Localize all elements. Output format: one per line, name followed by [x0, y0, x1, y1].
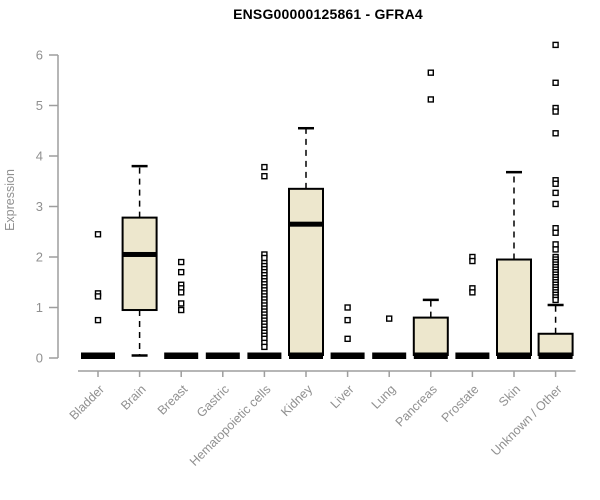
outlier-breast	[177, 300, 185, 307]
outlier-liver	[344, 335, 351, 343]
outlier-pancreas	[427, 96, 434, 103]
box-pancreas	[412, 316, 449, 357]
outlier-hematopoietic-cells	[261, 343, 268, 351]
outlier-liver	[344, 316, 351, 324]
outlier-breast	[177, 289, 185, 296]
outlier-liver	[344, 304, 351, 311]
zero-bar-prostate	[455, 352, 490, 359]
y-tick-label: 4	[36, 149, 43, 164]
zero-bar-lung	[372, 352, 407, 359]
y-tick-label: 2	[36, 250, 43, 265]
zero-bar-skin	[497, 352, 531, 359]
y-tick-label: 0	[36, 351, 43, 366]
outlier-bladder	[94, 316, 102, 324]
outlier-unknown-other	[552, 246, 559, 253]
zero-bar-kidney	[289, 352, 323, 359]
median-kidney	[289, 221, 323, 227]
x-tick-label-brain: Brain	[118, 382, 149, 413]
x-tick-label-bladder: Bladder	[67, 382, 107, 422]
y-tick-label: 5	[36, 98, 43, 113]
x-tick-label-gastric: Gastric	[194, 382, 232, 420]
x-tick-label-breast: Breast	[155, 382, 191, 418]
y-tick-label: 6	[36, 48, 43, 63]
outlier-unknown-other	[552, 200, 559, 208]
outlier-unknown-other	[552, 296, 559, 304]
outlier-bladder	[94, 293, 102, 300]
outlier-lung	[386, 315, 393, 322]
outlier-unknown-other	[552, 130, 559, 137]
outlier-unknown-other	[552, 79, 559, 86]
outlier-prostate	[469, 289, 476, 296]
zero-bar-unknown-other	[538, 352, 573, 359]
outlier-unknown-other	[552, 180, 559, 187]
box-kidney	[288, 187, 324, 356]
box-skin	[496, 258, 532, 356]
zero-bar-hematopoietic-cells	[247, 352, 282, 359]
outlier-unknown-other	[552, 41, 559, 49]
box-unknown-other	[537, 332, 574, 357]
chart-title: ENSG00000125861 - GFRA4	[233, 6, 423, 22]
outlier-unknown-other	[552, 108, 559, 115]
x-tick-label-prostate: Prostate	[439, 382, 482, 425]
outlier-bladder	[94, 231, 102, 238]
x-tick-label-pancreas: Pancreas	[393, 382, 440, 429]
median-brain	[122, 251, 157, 257]
x-tick-label-lung: Lung	[369, 382, 399, 412]
zero-bar-pancreas	[413, 352, 448, 359]
y-tick-label: 3	[36, 199, 43, 214]
outlier-unknown-other	[552, 241, 559, 248]
box-brain	[121, 216, 158, 312]
y-axis-title: Expression	[3, 169, 17, 231]
outlier-hematopoietic-cells	[261, 254, 268, 262]
outlier-hematopoietic-cells	[261, 163, 268, 171]
y-tick-label: 1	[36, 300, 43, 315]
outlier-hematopoietic-cells	[261, 172, 268, 180]
outlier-unknown-other	[552, 189, 559, 197]
zero-bar-breast	[164, 352, 199, 359]
x-tick-label-skin: Skin	[496, 382, 523, 409]
outlier-breast	[177, 268, 185, 276]
zero-bar-liver	[330, 352, 365, 359]
outlier-prostate	[469, 257, 476, 265]
x-tick-label-liver: Liver	[328, 382, 357, 411]
x-tick-label-unknown-other: Unknown / Other	[488, 382, 564, 458]
x-tick-label-kidney: Kidney	[278, 382, 315, 419]
x-tick-label-hematopoietic-cells: Hematopoietic cells	[187, 382, 274, 469]
zero-bar-bladder	[81, 352, 115, 359]
outlier-unknown-other	[552, 229, 559, 236]
zero-bar-gastric	[205, 352, 240, 359]
outlier-breast	[177, 258, 185, 266]
outlier-breast	[177, 306, 185, 314]
outlier-pancreas	[427, 69, 434, 76]
